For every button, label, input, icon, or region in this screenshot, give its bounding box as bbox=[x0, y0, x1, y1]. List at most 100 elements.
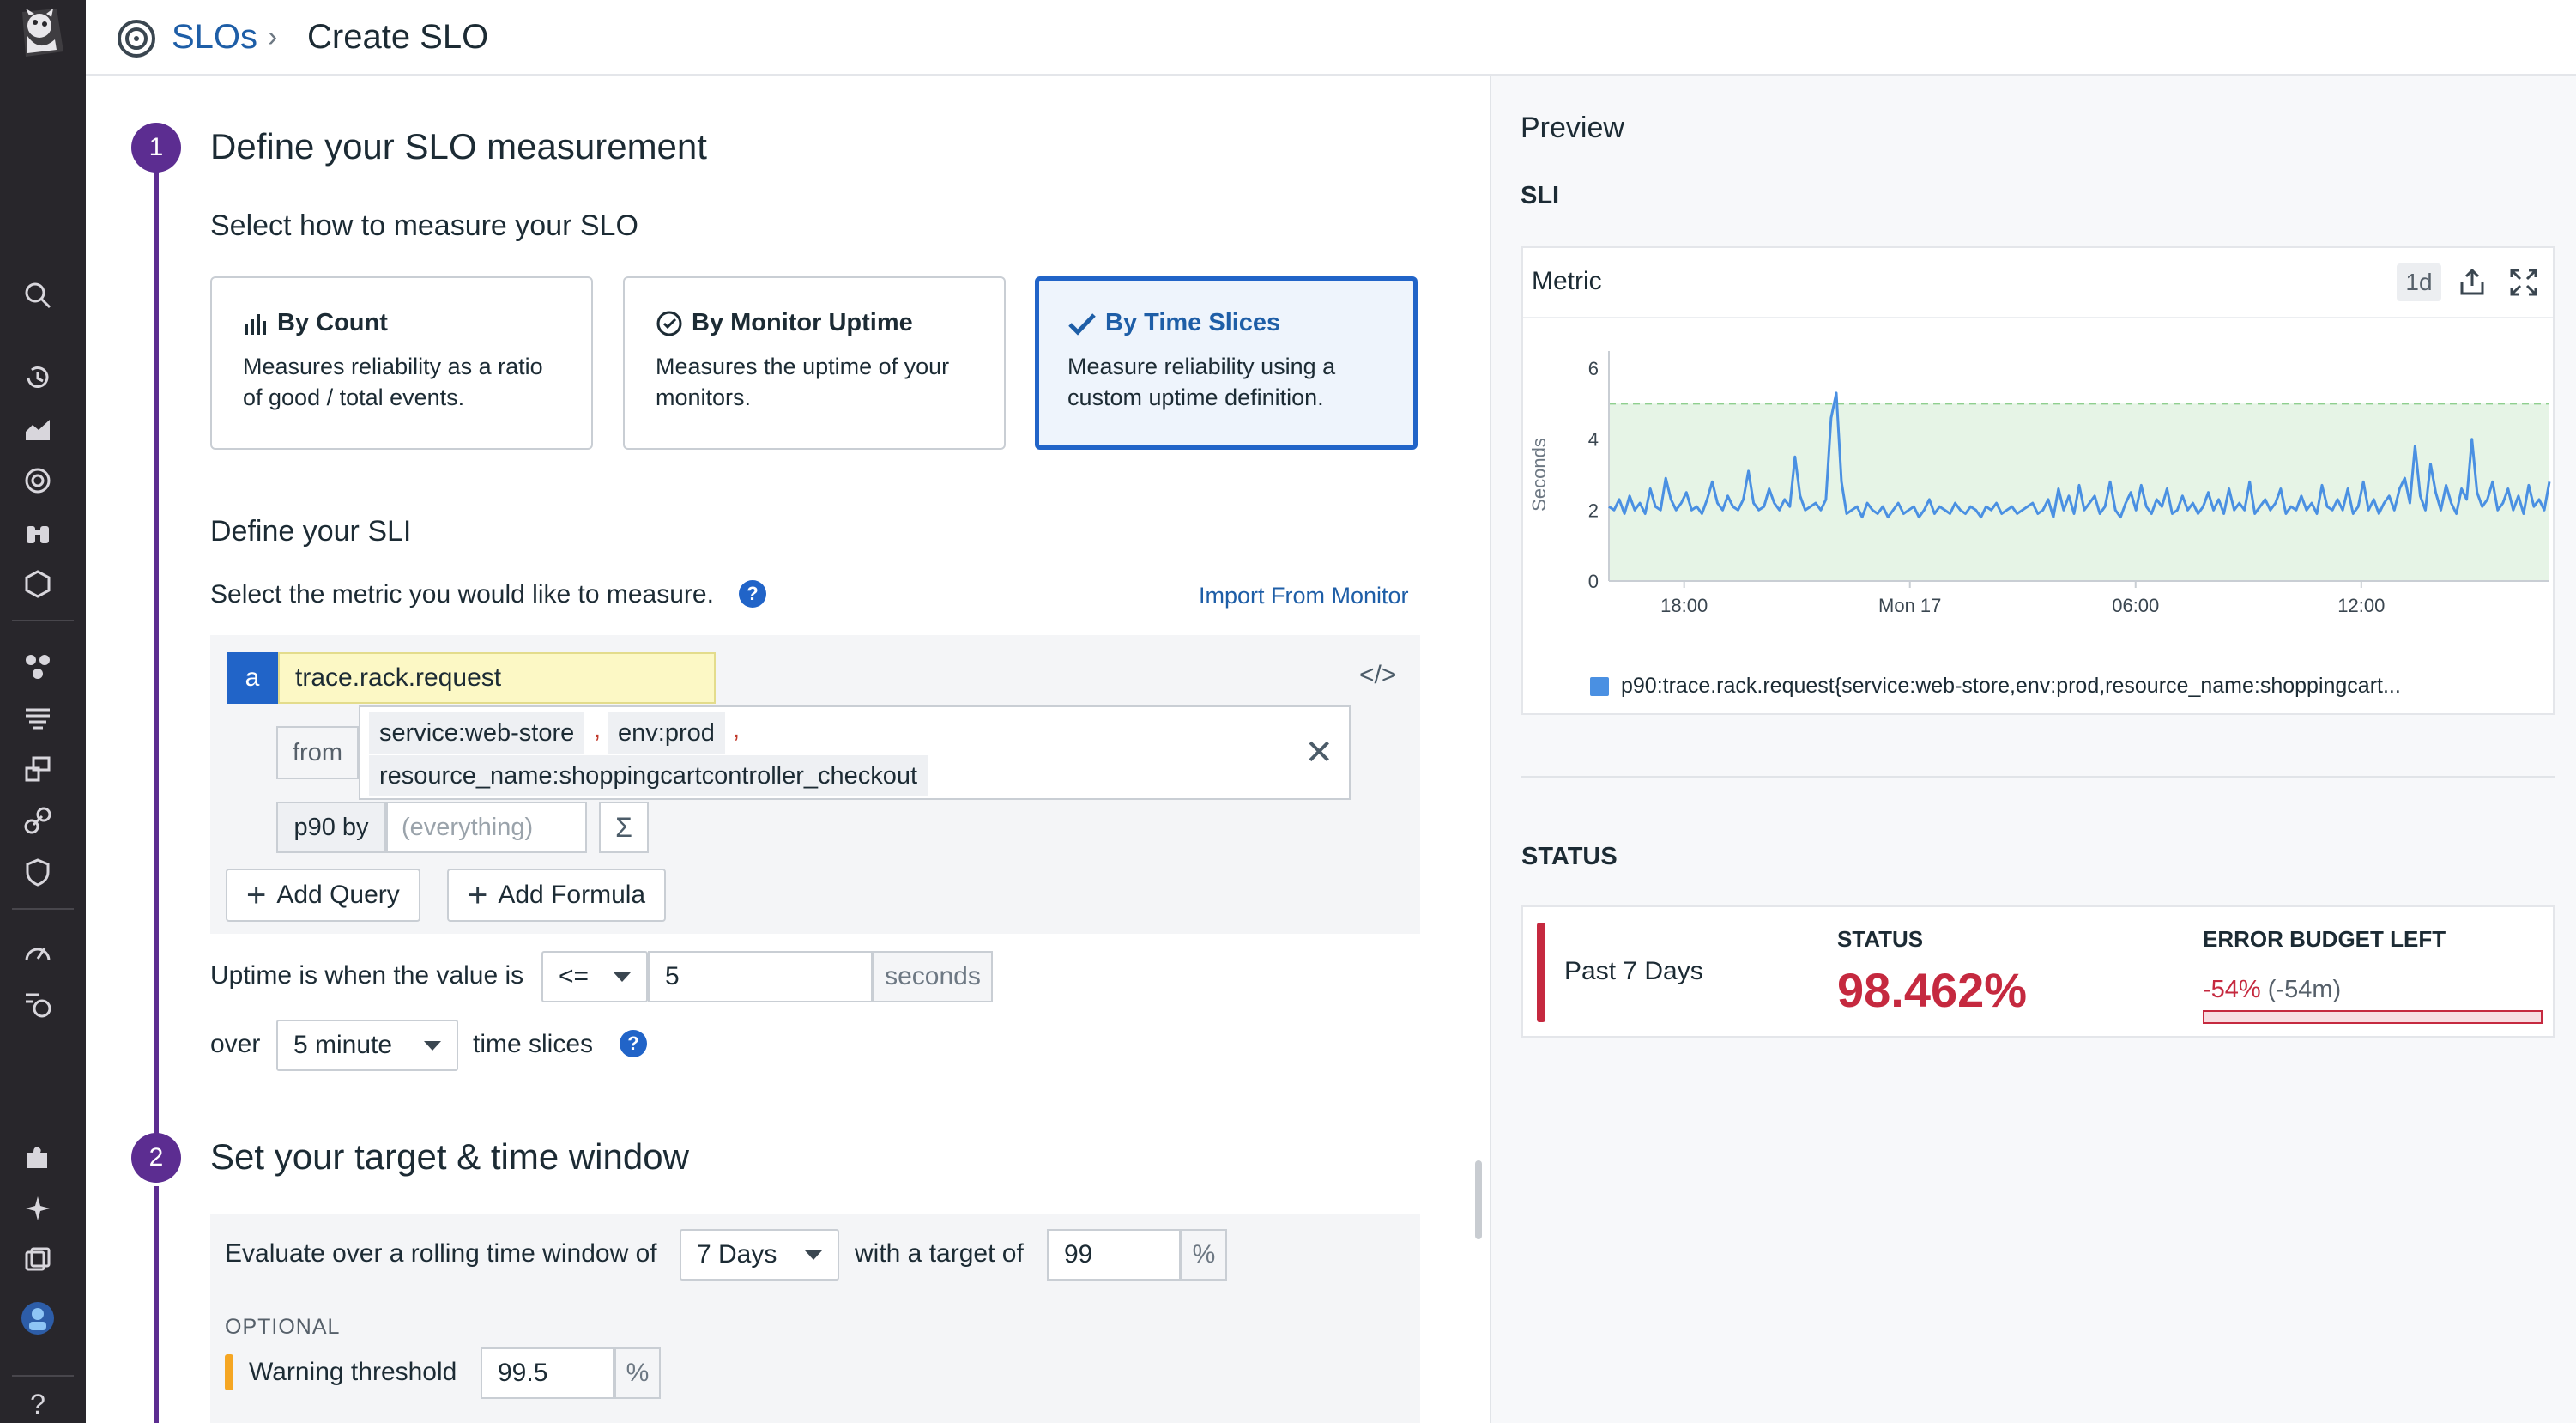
warning-threshold-input[interactable]: 99.5 bbox=[481, 1347, 614, 1399]
chevron-right-icon: › bbox=[268, 21, 278, 53]
time-slice-value: 5 minute bbox=[293, 1031, 393, 1059]
threshold-input[interactable]: 5 bbox=[648, 951, 873, 1002]
legend-label: p90:trace.rack.request{service:web-store… bbox=[1621, 674, 2401, 698]
y-tick-label: 2 bbox=[1588, 500, 1599, 521]
by-count-card[interactable]: By Count Measures reliability as a ratio… bbox=[210, 276, 593, 450]
status-value: 98.462% bbox=[1837, 963, 2028, 1017]
aggregation-select[interactable]: p90 by bbox=[276, 802, 386, 853]
tag-chip[interactable]: service:web-store bbox=[369, 712, 585, 754]
target-input[interactable]: 99 bbox=[1047, 1229, 1181, 1281]
over-label: over bbox=[210, 1030, 261, 1058]
error-budget-time: (-54m) bbox=[2267, 976, 2342, 1003]
metric-input[interactable]: trace.rack.request bbox=[278, 652, 716, 704]
add-query-button[interactable]: + Add Query bbox=[226, 869, 420, 922]
add-formula-button[interactable]: + Add Formula bbox=[447, 869, 667, 922]
security-cube-icon[interactable] bbox=[19, 565, 57, 603]
error-budget-percent: -54% bbox=[2203, 976, 2261, 1003]
tag-separator: , bbox=[733, 716, 741, 743]
card-title: By Monitor Uptime bbox=[692, 309, 913, 336]
status-card: Past 7 Days STATUS 98.462% ERROR BUDGET … bbox=[1521, 905, 2555, 1038]
percent-suffix: % bbox=[614, 1347, 661, 1399]
scrollbar-thumb[interactable] bbox=[1475, 1160, 1482, 1239]
by-monitor-uptime-card[interactable]: By Monitor Uptime Measures the uptime of… bbox=[623, 276, 1006, 450]
functions-sigma-button[interactable]: Σ bbox=[599, 802, 649, 853]
page-title: Create SLO bbox=[307, 18, 489, 56]
plus-icon: + bbox=[246, 876, 267, 914]
help-icon[interactable]: ? bbox=[620, 1030, 647, 1057]
widget-title: Metric bbox=[1532, 267, 1602, 295]
apm-icon[interactable] bbox=[19, 750, 57, 788]
check-icon bbox=[1068, 312, 1096, 336]
timeframe-chip[interactable]: 1d bbox=[2397, 263, 2441, 301]
history-icon[interactable] bbox=[19, 359, 57, 397]
gauge-icon[interactable] bbox=[19, 934, 57, 972]
chevron-down-icon bbox=[424, 1040, 441, 1051]
pane-divider bbox=[1490, 76, 1491, 1423]
status-period: Past 7 Days bbox=[1564, 957, 1703, 985]
slo-target-icon[interactable] bbox=[19, 462, 57, 500]
status-color-bar bbox=[1537, 923, 1545, 1022]
section-divider bbox=[1521, 776, 2555, 778]
synthetics-link-icon[interactable] bbox=[19, 802, 57, 839]
card-description: Measures the uptime of your monitors. bbox=[656, 354, 950, 410]
sli-header: SLI bbox=[1521, 182, 1560, 209]
left-nav: ? bbox=[0, 0, 86, 1423]
code-toggle-icon[interactable]: </> bbox=[1359, 661, 1397, 689]
export-icon[interactable] bbox=[2455, 265, 2489, 300]
clear-tags-icon[interactable]: ✕ bbox=[1304, 734, 1333, 772]
service-mgmt-icon[interactable] bbox=[19, 985, 57, 1023]
search-icon[interactable] bbox=[19, 276, 57, 314]
series-line bbox=[1608, 391, 2551, 519]
page-header: SLOs › Create SLO bbox=[86, 0, 2576, 76]
infrastructure-icon[interactable] bbox=[19, 647, 57, 685]
nav-divider bbox=[12, 620, 74, 621]
binoculars-icon[interactable] bbox=[19, 513, 57, 551]
breadcrumb-slos[interactable]: SLOs bbox=[172, 18, 258, 56]
step-2-badge: 2 bbox=[131, 1133, 181, 1183]
by-time-slices-card[interactable]: By Time Slices Measure reliability using… bbox=[1035, 276, 1418, 450]
logs-icon[interactable] bbox=[19, 699, 57, 736]
tag-separator: , bbox=[594, 716, 602, 743]
sli-prompt: Select the metric you would like to meas… bbox=[210, 580, 714, 609]
time-slices-label: time slices bbox=[473, 1030, 594, 1058]
y-tick-label: 4 bbox=[1588, 429, 1599, 451]
datadog-logo-icon[interactable] bbox=[14, 5, 69, 60]
time-slice-select[interactable]: 5 minute bbox=[276, 1020, 458, 1071]
nav-divider bbox=[12, 1375, 74, 1377]
step-rail bbox=[154, 154, 159, 1141]
help-icon[interactable]: ? bbox=[30, 1388, 45, 1420]
threshold-unit: seconds bbox=[873, 951, 993, 1002]
sparkle-icon[interactable] bbox=[19, 1190, 57, 1227]
x-tick-label: 12:00 bbox=[2337, 595, 2385, 616]
chart-legend[interactable]: p90:trace.rack.request{service:web-store… bbox=[1590, 674, 2401, 699]
group-by-input[interactable]: (everything) bbox=[386, 802, 587, 853]
window-label: Evaluate over a rolling time window of bbox=[225, 1239, 657, 1268]
sli-chart: 0 2 4 6 Seconds 18:00 Mon 17 06:00 12:00 bbox=[1528, 351, 2551, 616]
target-label: with a target of bbox=[855, 1239, 1024, 1268]
shield-icon[interactable] bbox=[19, 853, 57, 891]
dashboards-icon[interactable] bbox=[19, 410, 57, 448]
error-budget-value: -54% (-54m) bbox=[2203, 976, 2341, 1004]
help-icon[interactable]: ? bbox=[739, 580, 766, 608]
step-rail bbox=[154, 1186, 159, 1423]
integrations-puzzle-icon[interactable] bbox=[19, 1138, 57, 1176]
time-window-select[interactable]: 7 Days bbox=[680, 1229, 839, 1281]
x-tick-label: 18:00 bbox=[1660, 595, 1708, 616]
x-tick-label: 06:00 bbox=[2112, 595, 2159, 616]
card-title: By Count bbox=[277, 309, 388, 336]
sli-title: Define your SLI bbox=[210, 515, 412, 548]
import-from-monitor-link[interactable]: Import From Monitor bbox=[1199, 583, 1409, 609]
comparator-select[interactable]: <= bbox=[541, 951, 648, 1002]
from-tags-input[interactable]: service:web-store , env:prod , resource_… bbox=[359, 705, 1351, 800]
fullscreen-icon[interactable] bbox=[2506, 265, 2541, 300]
status-header: STATUS bbox=[1521, 843, 1618, 870]
time-window-value: 7 Days bbox=[697, 1240, 777, 1269]
tag-chip[interactable]: env:prod bbox=[608, 712, 725, 754]
add-formula-label: Add Formula bbox=[498, 881, 646, 909]
user-avatar-icon[interactable] bbox=[19, 1299, 57, 1337]
comparator-value: <= bbox=[559, 962, 590, 990]
optional-label: OPTIONAL bbox=[225, 1315, 341, 1339]
measure-subtitle: Select how to measure your SLO bbox=[210, 209, 638, 242]
notebooks-icon[interactable] bbox=[19, 1241, 57, 1279]
tag-chip[interactable]: resource_name:shoppingcartcontroller_che… bbox=[369, 755, 928, 796]
